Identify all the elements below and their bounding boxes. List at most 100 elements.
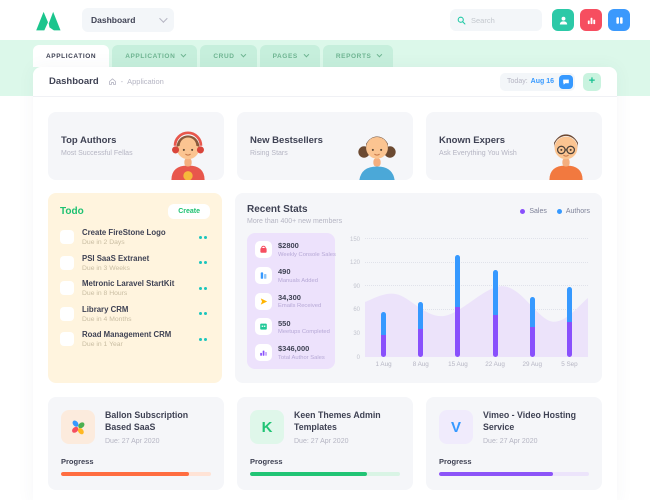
legend-item-authors[interactable]: Authors [556, 208, 590, 215]
breadcrumb-bar: Dashboard - Application Today: Aug 16 + [33, 67, 617, 97]
project-title[interactable]: Keen Themes Admin Templates [294, 410, 381, 432]
tab-label: APPLICATION [125, 52, 176, 60]
todo-item-title: Metronic Laravel StartKit [82, 279, 175, 288]
item-menu-button[interactable] [196, 335, 211, 344]
metric-emails-received: 34,300 Emails Received [255, 292, 327, 310]
stats-subtitle: More than 400+ new members [247, 218, 343, 225]
x-axis-tick: 15 Aug [448, 361, 468, 368]
item-menu-button[interactable] [196, 233, 211, 242]
todo-item-due: Due in 4 Months [82, 315, 132, 323]
metric-weekly-console-sales: $2800 Weekly Console Sales [255, 241, 336, 258]
bar-1-aug[interactable] [381, 312, 387, 357]
progress-track [439, 471, 589, 476]
add-button[interactable]: + [583, 72, 601, 91]
promo-card-new-bestsellers[interactable]: New Bestsellers Rising Stars [237, 112, 413, 180]
promo-card-top-authors[interactable]: Top Authors Most Successful Fellas [48, 112, 224, 180]
metric-value: 490 [278, 267, 291, 276]
create-button[interactable]: Create [168, 204, 210, 219]
metric-total-author-sales: $346,000 Total Author Sales [255, 344, 327, 361]
promo-card-known-expers[interactable]: Known Expers Ask Everything You Wish [426, 112, 602, 180]
item-menu-button[interactable] [196, 258, 211, 267]
bar-15-aug[interactable] [455, 254, 461, 357]
item-menu-button[interactable] [196, 309, 211, 318]
stats-title: Recent Stats [247, 204, 308, 215]
progress-track [61, 471, 211, 476]
bar-8-aug[interactable] [418, 301, 424, 357]
header-action-columns-icon[interactable] [608, 9, 630, 31]
todo-title: Todo [60, 206, 84, 217]
gridline [365, 261, 588, 263]
tab-label: CRUD [213, 52, 235, 60]
legend-label: Authors [565, 208, 590, 215]
todo-checkbox[interactable] [60, 255, 74, 270]
header-action-bar-chart-icon[interactable] [580, 9, 602, 31]
todo-item-library-crm: Library CRM Due in 4 Months [60, 305, 210, 323]
todo-item-title: Create FireStone Logo [82, 228, 166, 237]
tab-label: APPLICATION [46, 52, 97, 60]
chevron-down-icon [159, 14, 168, 23]
todo-card: Todo Create Create FireStone Logo Due in … [48, 193, 222, 383]
legend-item-sales[interactable]: Sales [520, 208, 547, 215]
y-axis-tick: 150 [349, 236, 360, 243]
todo-checkbox[interactable] [60, 281, 74, 295]
project-cards: Ballon Subscription Based SaaS Due: 27 Ap… [48, 397, 602, 490]
todo-item-due: Due in 2 Days [82, 239, 125, 246]
tab-label: PAGES [272, 52, 298, 60]
background-area-series [365, 286, 588, 357]
search-input[interactable] [471, 15, 535, 25]
metric-label: Weekly Console Sales [278, 251, 336, 258]
x-axis-tick: 29 Aug [522, 361, 543, 368]
todo-item-due: Due in 8 Hours [82, 290, 128, 297]
tab-1-application[interactable]: APPLICATION [112, 45, 198, 67]
project-title[interactable]: Ballon Subscription Based SaaS [105, 410, 189, 432]
project-title[interactable]: Vimeo - Video Hosting Service [483, 410, 577, 432]
chevron-down-icon [303, 51, 310, 58]
promo-card-title: New Bestsellers [250, 135, 323, 146]
project-card-ballon-subscription-based-saas: Ballon Subscription Based SaaS Due: 27 Ap… [48, 397, 224, 490]
bar-segment-authors [455, 254, 461, 307]
dashboard-content: Top Authors Most Successful Fellas New Bes… [33, 97, 617, 500]
progress-track [250, 471, 400, 476]
metric-label: Emails Received [278, 303, 322, 310]
project-card-vimeo-video-hosting-service: V Vimeo - Video Hosting Service Due: 27 Ap… [426, 397, 602, 490]
todo-item-create-firestone-logo: Create FireStone Logo Due in 2 Days [60, 228, 210, 246]
todo-item-title: Road Management CRM [82, 330, 172, 339]
workspace-select-value: Dashboard [91, 15, 136, 25]
bar-22-aug[interactable] [492, 270, 498, 357]
todo-checkbox[interactable] [60, 306, 74, 321]
tab-2-crud[interactable]: CRUD [200, 45, 257, 67]
content-container: Dashboard - Application Today: Aug 16 + … [33, 67, 617, 500]
header-action-user-icon[interactable] [552, 9, 574, 31]
workspace-select[interactable]: Dashboard [82, 8, 174, 32]
calendar-action-icon[interactable] [559, 74, 573, 89]
item-menu-button[interactable] [196, 284, 211, 293]
cart-icon [255, 241, 272, 258]
breadcrumb-item[interactable]: Application [127, 77, 164, 86]
tab-3-pages[interactable]: PAGES [259, 45, 320, 67]
bar-segment-sales [381, 334, 387, 357]
bar-5-sep[interactable] [566, 287, 572, 357]
bar-segment-authors [529, 297, 535, 328]
todo-item-due: Due in 1 Year [82, 341, 123, 348]
promo-cards: Top Authors Most Successful Fellas New Bes… [48, 112, 602, 180]
bar-29-aug[interactable] [529, 297, 535, 357]
metric-value: 550 [278, 318, 291, 328]
tab-0-application[interactable]: APPLICATION [33, 45, 110, 67]
metrics-panel: $2800 Weekly Console Sales 490 Manuals Adde… [247, 233, 336, 369]
progress-label: Progress [61, 456, 94, 466]
today-widget[interactable]: Today: Aug 16 [500, 72, 575, 91]
todo-checkbox[interactable] [60, 230, 74, 244]
bar-chart-icon [586, 15, 597, 26]
metric-label: Total Author Sales [278, 354, 325, 361]
todo-checkbox[interactable] [60, 332, 74, 346]
bar-segment-authors [418, 301, 424, 329]
search-box[interactable] [450, 9, 542, 31]
todo-item-due: Due in 3 Weeks [82, 264, 130, 272]
app-logo[interactable] [34, 8, 64, 32]
home-icon[interactable] [108, 77, 117, 86]
today-label: Today: [507, 78, 528, 85]
progress-fill [250, 471, 367, 476]
progress-label: Progress [250, 456, 283, 466]
topbar: Dashboard [0, 0, 650, 40]
tab-4-reports[interactable]: REPORTS [322, 45, 394, 67]
